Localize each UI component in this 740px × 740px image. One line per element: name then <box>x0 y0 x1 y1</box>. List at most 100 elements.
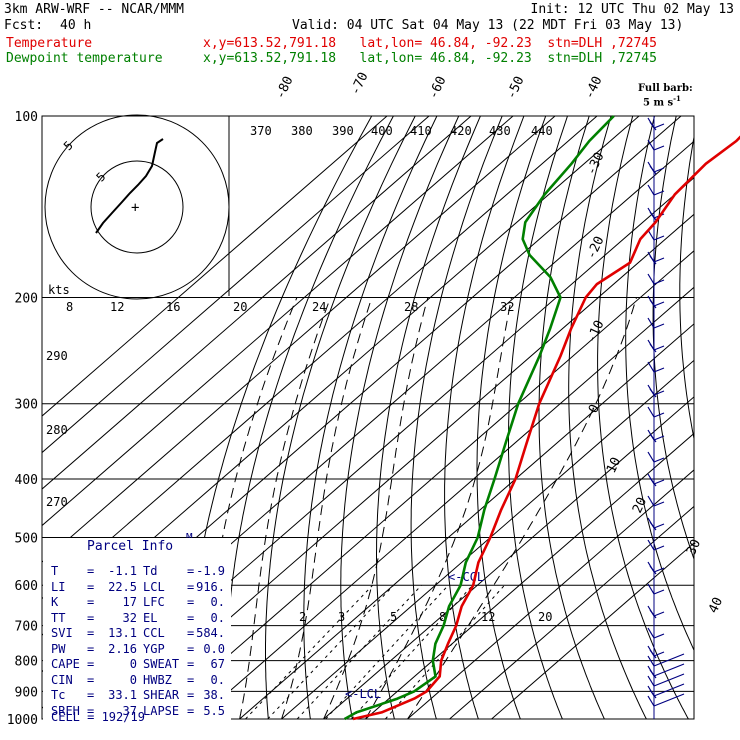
wind-barb-staff <box>653 457 665 463</box>
parcel-param-value: -1.9 <box>196 564 225 578</box>
barb-legend-unit-exponent: -1 <box>673 94 681 103</box>
wind-barb-flag <box>649 433 657 443</box>
mixing-ratio-label: 20 <box>538 610 552 624</box>
isotherm-label: -10 <box>584 318 608 346</box>
parcel-param-label: CCL <box>143 626 165 640</box>
pressure-tick-label: 200 <box>15 292 38 307</box>
parcel-equals: = <box>187 564 195 578</box>
wind-barb <box>647 339 665 353</box>
wind-barb-staff <box>653 390 665 396</box>
wind-barb <box>647 361 665 373</box>
pressure-tick-label: 400 <box>15 473 38 488</box>
dry-adiabat-line <box>444 116 525 719</box>
wind-barb <box>647 693 685 707</box>
wind-barb-staff <box>653 523 665 529</box>
pressure-tick-label: 100 <box>15 110 38 125</box>
hodograph-inner-ring <box>90 160 184 254</box>
dry-adiabat-line <box>410 116 503 719</box>
isotherm-line <box>42 116 388 417</box>
wind-barb <box>647 517 665 531</box>
isotherm-line <box>491 542 694 719</box>
parcel-equals: = <box>87 641 95 656</box>
isotherm-line <box>42 116 514 527</box>
dry-adiabat-line <box>731 116 740 719</box>
wind-barb-staff <box>653 257 665 263</box>
isotherm-label: -30 <box>584 150 608 178</box>
parcel-param-label: LAPSE <box>143 703 180 718</box>
parcel-equals: = <box>187 688 195 702</box>
wind-barb <box>647 653 685 667</box>
wind-barb-staff <box>653 367 665 373</box>
mixing-ratio-label: 5 <box>390 610 397 624</box>
wind-barb <box>647 273 665 285</box>
wind-barb <box>647 139 665 151</box>
dry-adiabat-line <box>508 116 568 719</box>
isotherm-label: -70 <box>348 70 372 98</box>
parcel-param-value: 33.1 <box>108 688 137 702</box>
wind-barb-flag <box>649 689 657 699</box>
parcel-param-value: 0 <box>129 672 137 687</box>
hodograph-speed-tick: 8 <box>66 300 73 314</box>
wind-barb-staff <box>653 589 665 595</box>
wind-barb-staff <box>653 545 665 551</box>
hodograph-speed-tick: 16 <box>166 300 180 314</box>
isotherm-line <box>155 250 694 719</box>
wind-barb <box>647 645 665 659</box>
wind-barb-staff <box>653 663 685 677</box>
wind-barb-staff <box>653 323 665 329</box>
wind-barb <box>647 451 665 463</box>
parcel-equals: = <box>87 626 95 640</box>
parcel-equals: = <box>187 703 195 718</box>
wind-barb-staff <box>653 145 665 151</box>
isotherm-label: -50 <box>504 74 528 102</box>
isotherm-line <box>197 286 694 719</box>
wind-barb-flag <box>647 627 655 639</box>
wind-barb-flag <box>649 388 657 398</box>
wind-barb-flag <box>647 229 655 241</box>
wind-barb-flag <box>647 695 655 707</box>
parcel-param-label: EL <box>143 610 158 625</box>
parcel-param-label: CAPE <box>51 657 80 671</box>
hodograph-speed-tick: 20 <box>233 300 247 314</box>
model-title: 3km ARW-WRF -- NCAR/MMM <box>4 2 185 17</box>
wind-barb-flag <box>647 406 655 418</box>
wind-barb <box>647 295 665 309</box>
wind-barb-flag <box>649 343 657 353</box>
theta-label: 380 <box>291 124 313 138</box>
parcel-param-label: Tc <box>51 688 66 702</box>
pressure-tick-label: 600 <box>15 579 38 594</box>
wind-barb-flag <box>649 211 657 221</box>
wind-barb <box>647 495 665 507</box>
wind-barb-staff <box>653 301 665 307</box>
mixing-ratio-label: 8 <box>439 610 446 624</box>
wind-barb-staff <box>653 611 665 617</box>
wind-barb-flag <box>647 184 655 196</box>
wind-barb-staff <box>653 651 665 657</box>
isotherm-line <box>42 116 556 563</box>
theta-label: 280 <box>46 423 68 437</box>
wind-barb <box>647 117 665 131</box>
theta-label: 410 <box>410 124 432 138</box>
hodograph-speed-tick: 28 <box>404 300 418 314</box>
parcel-param-value: -1.1 <box>108 564 137 578</box>
parcel-equals: = <box>87 610 95 625</box>
parcel-param-label: LI <box>51 579 66 594</box>
wind-barb-flag <box>647 495 655 507</box>
isotherm-label: -60 <box>426 74 450 102</box>
wind-barb <box>647 406 665 418</box>
theta-label: 420 <box>450 124 472 138</box>
theta-label: 270 <box>46 495 68 509</box>
parcel-equals: = <box>187 610 195 625</box>
wind-barb <box>647 229 665 241</box>
wind-barb-flag <box>647 451 655 463</box>
wind-barb-flag <box>649 521 657 531</box>
wind-barb-flag <box>649 299 657 309</box>
mixing-ratio-label: 12 <box>481 610 495 624</box>
wind-barb-flag <box>647 361 655 373</box>
wind-barb-flag <box>649 669 657 679</box>
isotherm-label: 20 <box>630 495 650 516</box>
mixing-ratio-label: 2 <box>299 610 306 624</box>
parcel-param-label: SWEAT <box>143 657 180 671</box>
parcel-param-value: 17 <box>122 595 137 609</box>
parcel-param-value: 0.0 <box>203 641 225 656</box>
